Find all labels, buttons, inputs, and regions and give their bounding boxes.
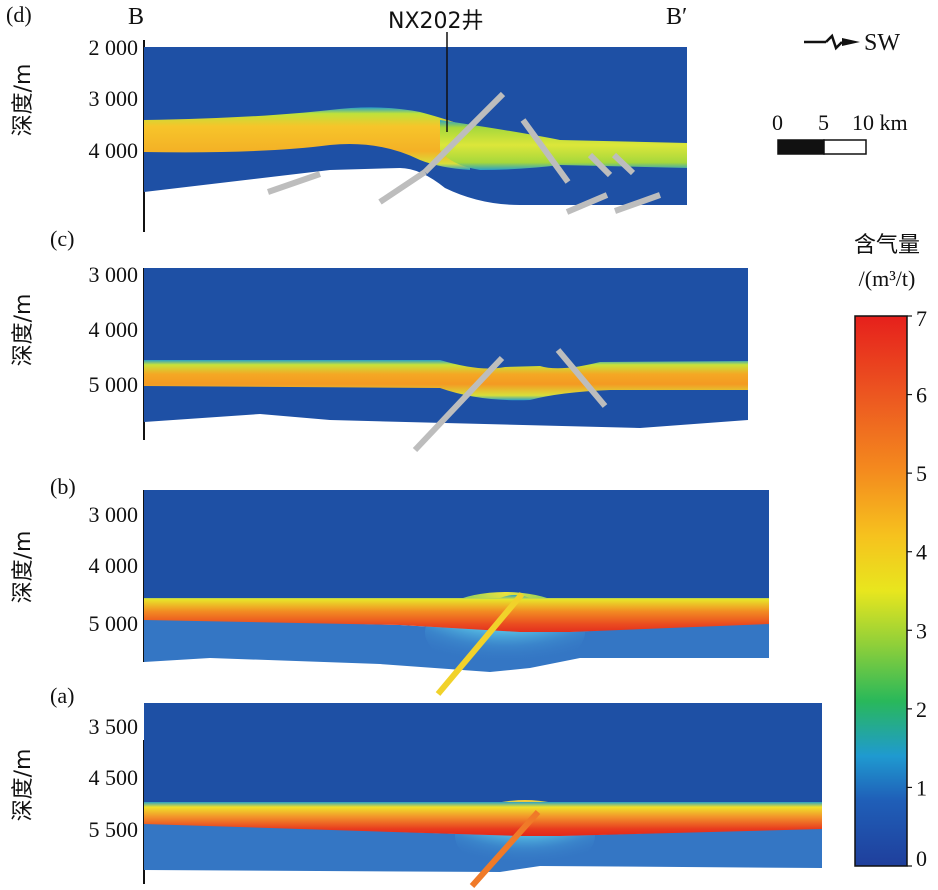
colorbar-tick-label: 0 xyxy=(916,846,927,871)
panel-d-layer-right xyxy=(440,120,687,170)
panel-c: (c) 深度/m 3 000 4 000 5 000 xyxy=(11,226,748,453)
panel-b: (b) 深度/m 3 000 4 000 5 000 xyxy=(11,474,769,696)
panel-b-ytick-1: 4 000 xyxy=(89,553,139,578)
panel-a-ytick-2: 5 500 xyxy=(89,817,139,842)
scale-bar: 0 5 10 km xyxy=(772,110,908,155)
panel-a-layer xyxy=(144,802,822,836)
colorbar-tick-label: 6 xyxy=(916,383,927,408)
panel-d-ytick-2: 4 000 xyxy=(89,138,139,163)
direction-arrow-icon xyxy=(804,33,860,51)
section-end-left: B xyxy=(128,4,144,30)
colorbar-tick-label: 1 xyxy=(916,775,927,800)
panel-c-faults xyxy=(412,348,608,453)
colorbar-scale xyxy=(854,315,908,867)
panel-b-ytick-0: 3 000 xyxy=(89,502,139,527)
panel-b-label: (b) xyxy=(50,474,76,499)
colorbar-tick-label: 7 xyxy=(916,306,927,331)
panel-b-ylabel: 深度/m xyxy=(11,531,36,604)
panel-a-ytick-1: 4 500 xyxy=(89,765,139,790)
section-end-right: B′ xyxy=(666,4,687,30)
scale-tick-0: 0 xyxy=(772,110,783,135)
colorbar-tick-label: 4 xyxy=(916,540,927,565)
panel-a-fault xyxy=(469,810,541,888)
panel-a-ytick-0: 3 500 xyxy=(89,714,139,739)
scale-segment-white xyxy=(823,139,867,155)
colorbar-unit: /(m³/t) xyxy=(859,266,916,291)
direction-label: SW xyxy=(864,30,900,56)
panel-d: (d) B B′ NX202井 深度/m 2 000 3 000 4 000 xyxy=(6,2,687,232)
panel-b-upper xyxy=(144,490,769,600)
panel-c-label: (c) xyxy=(50,226,74,251)
panel-a: (a) 深度/m 3 500 4 500 5 500 xyxy=(11,683,822,888)
colorbar-tick-label: 3 xyxy=(916,618,927,643)
colorbar-tick-label: 5 xyxy=(916,461,927,486)
colorbar-tick-label: 2 xyxy=(916,697,927,722)
panel-d-layer-left xyxy=(144,107,470,170)
panel-c-ytick-1: 4 000 xyxy=(89,317,139,342)
panel-d-ylabel: 深度/m xyxy=(11,64,36,137)
colorbar-title: 含气量 xyxy=(854,233,920,258)
panel-d-ytick-0: 2 000 xyxy=(89,35,139,60)
panel-a-upper xyxy=(144,703,822,803)
panel-d-ytick-1: 3 000 xyxy=(89,86,139,111)
direction-indicator: SW xyxy=(804,30,900,56)
panel-c-background xyxy=(144,268,748,428)
panel-b-fault xyxy=(435,592,525,696)
panel-a-label: (a) xyxy=(50,683,74,708)
well-label: NX202井 xyxy=(388,9,484,34)
colorbar: 含气量 /(m³/t) 0 1 2 3 4 5 6 7 xyxy=(854,233,927,871)
colorbar-ticks: 0 1 2 3 4 5 6 7 xyxy=(907,306,927,871)
panel-b-layer xyxy=(144,595,769,632)
scale-tick-5: 5 xyxy=(818,110,829,135)
panel-c-layer xyxy=(144,360,748,401)
panel-c-ylabel: 深度/m xyxy=(11,294,36,367)
scale-segment-black xyxy=(777,139,825,155)
panel-d-label: (d) xyxy=(6,2,32,27)
panel-c-ytick-0: 3 000 xyxy=(89,262,139,287)
panel-a-ylabel: 深度/m xyxy=(11,749,36,822)
scale-tick-10: 10 km xyxy=(852,110,908,135)
panel-b-ytick-2: 5 000 xyxy=(89,611,139,636)
panel-d-faults xyxy=(267,91,662,215)
panel-c-ytick-2: 5 000 xyxy=(89,372,139,397)
